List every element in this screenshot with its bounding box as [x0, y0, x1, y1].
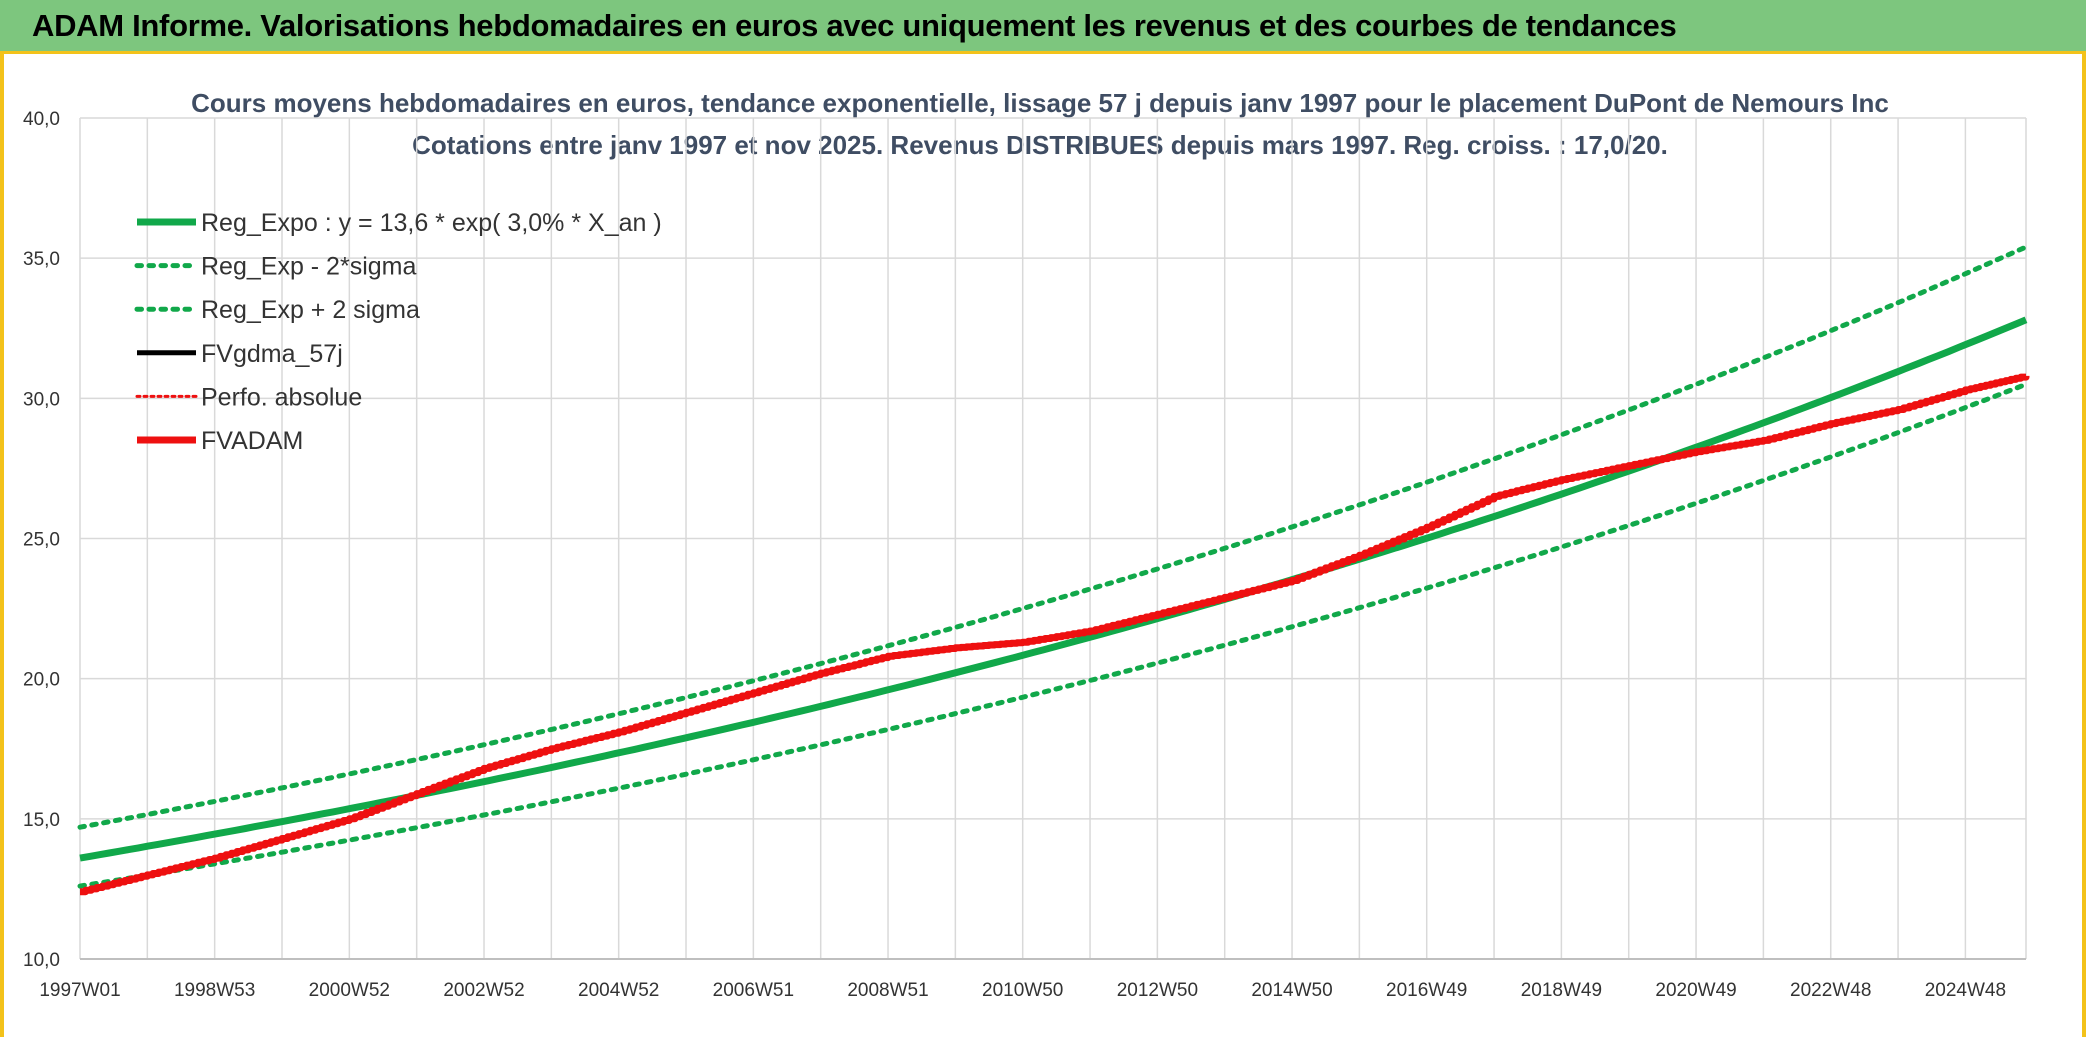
series-line-reg-exp-2-sigma — [77, 244, 2029, 830]
x-tick-label: 2018W49 — [1521, 980, 1602, 1001]
y-tick-label: 25,0 — [23, 530, 60, 551]
y-tick-label: 10,0 — [23, 950, 60, 971]
header-bar: ADAM Informe. Valorisations hebdomadaire… — [0, 0, 2086, 54]
series — [77, 244, 2030, 896]
chart-title-line1: Cours moyens hebdomadaires en euros, ten… — [191, 88, 1889, 118]
x-tick-label: 2022W48 — [1790, 980, 1871, 1001]
x-tick-label: 2020W49 — [1655, 980, 1736, 1001]
x-tick-label: 2002W52 — [443, 980, 524, 1001]
x-tick-label: 1998W53 — [174, 980, 255, 1001]
series-line-reg-expo-y-13-6-exp-3-0-x-an — [79, 316, 2028, 862]
x-tick-label: 2004W52 — [578, 980, 659, 1001]
x-tick-label: 2016W49 — [1386, 980, 1467, 1001]
x-tick-label: 1997W01 — [39, 980, 120, 1001]
legend: Reg_Expo : y = 13,6 * exp( 3,0% * X_an )… — [134, 209, 662, 455]
y-tick-label: 30,0 — [23, 389, 60, 410]
y-tick-label: 40,0 — [23, 109, 60, 130]
x-tick-label: 2008W51 — [847, 980, 928, 1001]
y-tick-label: 15,0 — [23, 810, 60, 831]
legend-label: Perfo. absolue — [201, 383, 362, 411]
axes: 10,0 15,0 20,0 25,0 30,0 35,0 40,0 1997W01 1998W… — [23, 109, 2026, 1001]
legend-label: FVADAM — [201, 427, 303, 455]
x-tick-label: 2024W48 — [1925, 980, 2006, 1001]
legend-label: Reg_Expo : y = 13,6 * exp( 3,0% * X_an ) — [201, 209, 662, 237]
x-tick-label: 2000W52 — [309, 980, 390, 1001]
legend-label: Reg_Exp + 2 sigma — [201, 296, 420, 324]
x-tick-label: 2014W50 — [1251, 980, 1332, 1001]
y-tick-label: 20,0 — [23, 670, 60, 691]
legend-label: Reg_Exp - 2*sigma — [201, 253, 416, 281]
legend-label: FVgdma_57j — [201, 340, 343, 368]
y-tick-label: 35,0 — [23, 249, 60, 270]
header-title: ADAM Informe. Valorisations hebdomadaire… — [32, 8, 1677, 43]
chart-title-line2: Cotations entre janv 1997 et nov 2025. R… — [412, 130, 1668, 160]
series-line-reg-exp-2-sigma — [77, 381, 2029, 889]
x-tick-label: 2010W50 — [982, 980, 1063, 1001]
x-tick-label: 2006W51 — [713, 980, 794, 1001]
series-line-fvadam — [80, 373, 2030, 896]
grid — [79, 117, 2027, 960]
x-tick-label: 2012W50 — [1117, 980, 1198, 1001]
